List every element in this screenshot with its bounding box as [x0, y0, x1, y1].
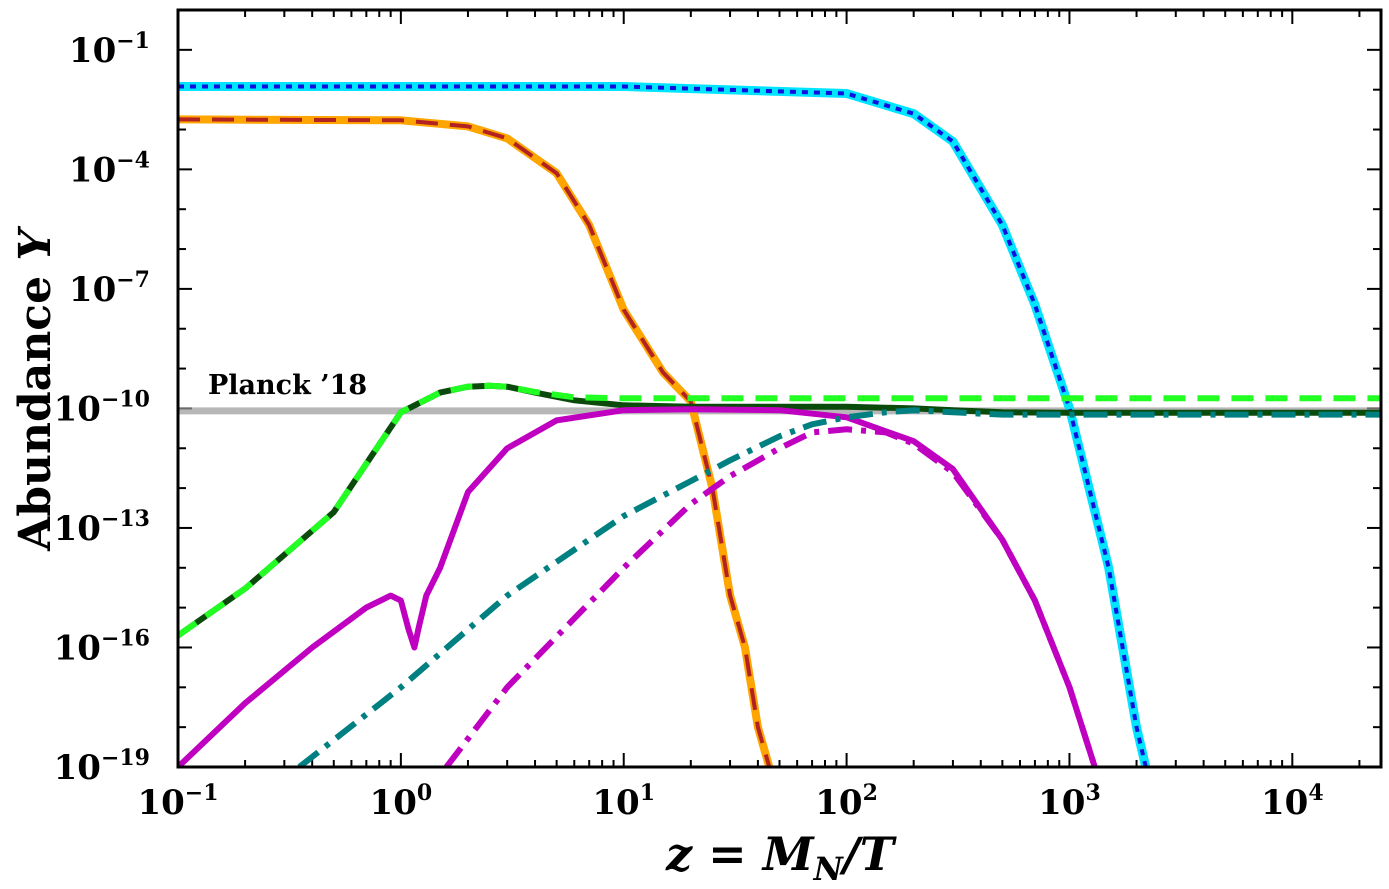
x-tick-label: 101 — [592, 780, 655, 823]
x-tick-label: 102 — [815, 780, 878, 823]
plot-frame — [176, 8, 1383, 769]
tick-labels: 10−1 100 101 102 103 104 10−19 10−16 10−13 10−10 1… — [54, 28, 1324, 823]
series-magenta-solid — [178, 406, 1098, 767]
y-tick-label: 10−16 — [54, 625, 150, 668]
series-brown-dashed — [178, 117, 772, 767]
x-tick-label: 10−1 — [137, 780, 218, 823]
series-magenta-dashdot — [444, 426, 1098, 767]
y-axis-title: Abundance Y — [10, 226, 61, 552]
series-layer — [178, 82, 1381, 767]
series-teal-dashdot — [297, 407, 1381, 767]
y-tick-label: 10−1 — [69, 28, 150, 71]
y-tick-label: 10−13 — [54, 506, 150, 549]
series-orange-solid — [178, 115, 774, 767]
x-tick-label: 103 — [1038, 780, 1101, 823]
series-lime-dashed — [178, 382, 1381, 638]
x-tick-label: 100 — [370, 780, 433, 823]
x-tick-label: 104 — [1261, 780, 1324, 823]
series-cyan-solid — [178, 82, 1151, 767]
planck-label: Planck ’18 — [208, 370, 367, 401]
y-tick-label: 10−7 — [69, 267, 150, 310]
y-tick-label: 10−10 — [54, 386, 150, 429]
y-tick-label: 10−19 — [54, 745, 150, 788]
y-tick-label: 10−4 — [69, 147, 150, 190]
series-blue-dotted — [178, 84, 1148, 767]
series-darkgreen-solid — [178, 382, 1381, 638]
x-axis-title: z = MN/T — [665, 827, 898, 888]
